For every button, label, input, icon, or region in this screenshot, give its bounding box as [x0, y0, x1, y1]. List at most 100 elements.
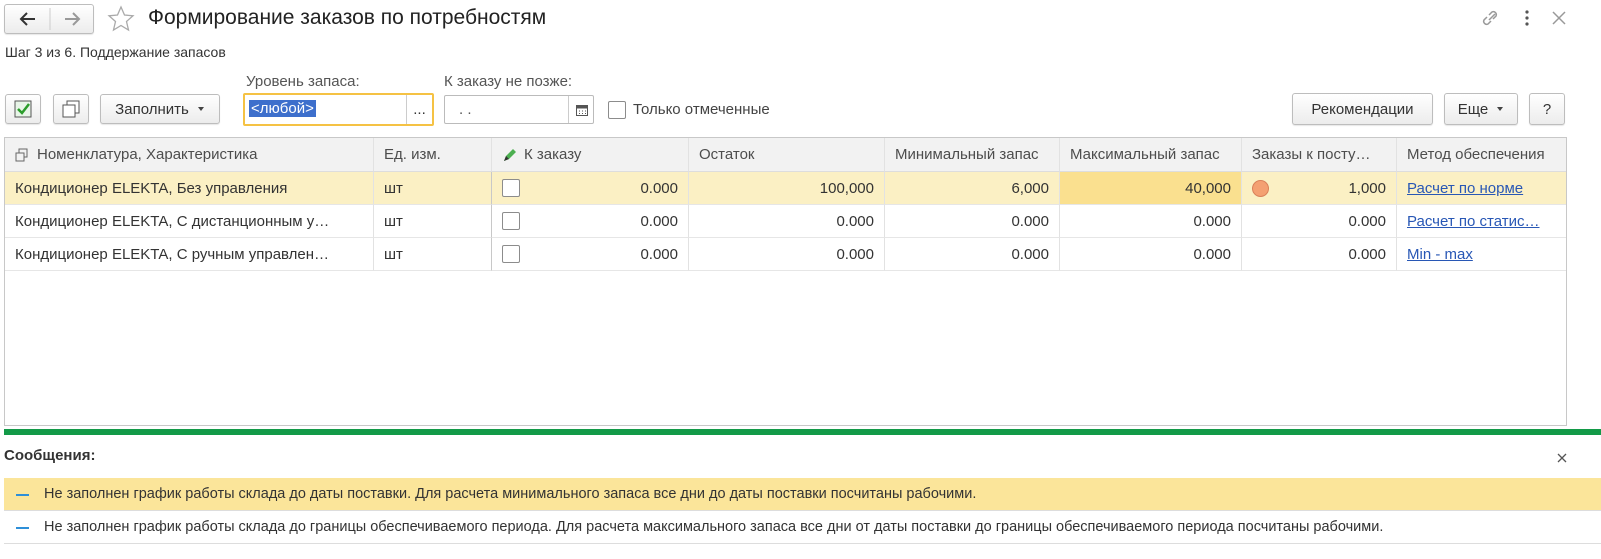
column-header[interactable]: Ед. изм.	[374, 138, 492, 172]
message-text: Не заполнен график работы склада до даты…	[44, 486, 977, 502]
method-link[interactable]: Min - max	[1407, 245, 1473, 263]
cell-text: 0.000	[836, 212, 874, 230]
table-cell: шт	[374, 238, 492, 271]
column-header[interactable]: Максимальный запас	[1060, 138, 1242, 172]
splitter	[4, 429, 1601, 435]
only-marked-label: Только отмеченные	[633, 101, 770, 118]
cell-text: 0.000	[1193, 212, 1231, 230]
fill-button[interactable]: Заполнить	[100, 94, 220, 124]
column-header[interactable]: Заказы к посту…	[1242, 138, 1397, 172]
row-checkbox[interactable]	[502, 179, 520, 197]
data-table: Номенклатура, Характеристика Ед. изм. К за…	[4, 137, 1567, 426]
column-header[interactable]: Номенклатура, Характеристика	[5, 138, 374, 172]
method-link[interactable]: Расчет по статис…	[1407, 212, 1540, 230]
column-header[interactable]: Метод обеспечения	[1397, 138, 1566, 172]
cell-text: 1,000	[1348, 179, 1386, 197]
table-cell: 100,000	[689, 172, 885, 205]
copy-button[interactable]	[53, 94, 89, 124]
table-cell: Расчет по норме	[1397, 172, 1566, 205]
messages-close[interactable]	[1556, 452, 1568, 464]
cell-text: шт	[384, 245, 403, 263]
table-cell: 0.000	[492, 172, 689, 205]
message-row: Не заполнен график работы склада до гран…	[4, 511, 1601, 544]
column-title: Остаток	[699, 146, 755, 163]
edit-icon	[504, 148, 516, 161]
stock-level-field[interactable]: <любой> ...	[243, 93, 434, 126]
cell-text: 0.000	[1193, 245, 1231, 263]
table-cell: 0.000	[885, 238, 1060, 271]
nav-arrows	[19, 8, 81, 30]
table-cell: 0.000	[1060, 238, 1242, 271]
cell-text: 0.000	[640, 245, 678, 263]
table-cell: 0.000	[885, 205, 1060, 238]
cell-text: Кондиционер ELEKTA, С ручным управлен…	[15, 245, 330, 263]
column-title: Максимальный запас	[1070, 146, 1220, 163]
recommendations-label: Рекомендации	[1311, 100, 1414, 118]
nav-buttons	[4, 4, 94, 34]
table-cell: шт	[374, 172, 492, 205]
cell-text: 40,000	[1185, 179, 1231, 197]
date-field[interactable]: . .	[444, 95, 594, 124]
cell-text: 100,000	[819, 179, 874, 197]
message-row: Не заполнен график работы склада до даты…	[4, 478, 1601, 511]
only-marked-checkbox[interactable]	[608, 101, 626, 119]
messages-title: Сообщения:	[4, 447, 96, 464]
table-cell: Кондиционер ELEKTA, Без управления	[5, 172, 374, 205]
column-header[interactable]: К заказу	[492, 138, 689, 172]
dropdown-arrow	[197, 107, 204, 111]
cell-text: 0.000	[1348, 212, 1386, 230]
help-label: ?	[1542, 100, 1552, 118]
favorite-star[interactable]	[106, 4, 136, 34]
column-header[interactable]: Минимальный запас	[885, 138, 1060, 172]
cell-text: Кондиционер ELEKTA, С дистанционным у…	[15, 212, 330, 230]
help-button[interactable]: ?	[1529, 93, 1565, 125]
fill-button-label: Заполнить	[115, 100, 189, 118]
cell-text: шт	[384, 212, 403, 230]
cell-text: шт	[384, 179, 403, 197]
table-cell: Расчет по статис…	[1397, 205, 1566, 238]
row-checkbox[interactable]	[502, 212, 520, 230]
table-cell: 1,000	[1242, 172, 1397, 205]
table-cell: 0.000	[689, 238, 885, 271]
check-all-button[interactable]	[5, 94, 41, 124]
more-button[interactable]: Еще	[1444, 93, 1518, 125]
column-title: Метод обеспечения	[1407, 146, 1545, 163]
column-title: Номенклатура, Характеристика	[37, 146, 258, 163]
close-icon[interactable]	[1550, 8, 1568, 28]
check-icon	[14, 100, 32, 118]
cell-text: 6,000	[1011, 179, 1049, 197]
dropdown-arrow	[1497, 107, 1504, 111]
cell-text: 0.000	[640, 212, 678, 230]
table-cell: шт	[374, 205, 492, 238]
row-checkbox[interactable]	[502, 245, 520, 263]
table-cell: Кондиционер ELEKTA, С ручным управлен…	[5, 238, 374, 271]
calendar-button[interactable]	[568, 96, 594, 123]
table-cell: 0.000	[1242, 205, 1397, 238]
column-title: Минимальный запас	[895, 146, 1039, 163]
recommendations-button[interactable]: Рекомендации	[1292, 93, 1433, 125]
more-icon[interactable]	[1520, 8, 1534, 28]
step-label: Шаг 3 из 6. Поддержание запасов	[5, 44, 226, 60]
message-marker	[16, 494, 29, 496]
window-title: Формирование заказов по потребностям	[148, 6, 547, 29]
order-by-label: К заказу не позже:	[444, 73, 573, 90]
column-header[interactable]: Остаток	[689, 138, 885, 172]
table-cell: Min - max	[1397, 238, 1566, 271]
table-cell: 0.000	[492, 205, 689, 238]
method-link[interactable]: Расчет по норме	[1407, 179, 1524, 197]
more-label: Еще	[1457, 100, 1489, 118]
cell-text: Кондиционер ELEKTA, Без управления	[15, 179, 288, 197]
table-cell: 0.000	[1060, 205, 1242, 238]
select-button[interactable]: ...	[406, 95, 432, 124]
table-cell: 0.000	[492, 238, 689, 271]
status-dot	[1252, 180, 1269, 197]
stock-level-value: <любой>	[249, 100, 316, 117]
copy-icon	[62, 100, 80, 118]
column-title: Заказы к посту…	[1252, 146, 1371, 163]
link-icon[interactable]	[1480, 8, 1504, 28]
cell-text: 0.000	[1348, 245, 1386, 263]
stock-level-label: Уровень запаса:	[246, 73, 360, 90]
messages-list: Не заполнен график работы склада до даты…	[4, 478, 1601, 548]
column-title: Ед. изм.	[384, 146, 441, 163]
cell-text: 0.000	[1011, 212, 1049, 230]
